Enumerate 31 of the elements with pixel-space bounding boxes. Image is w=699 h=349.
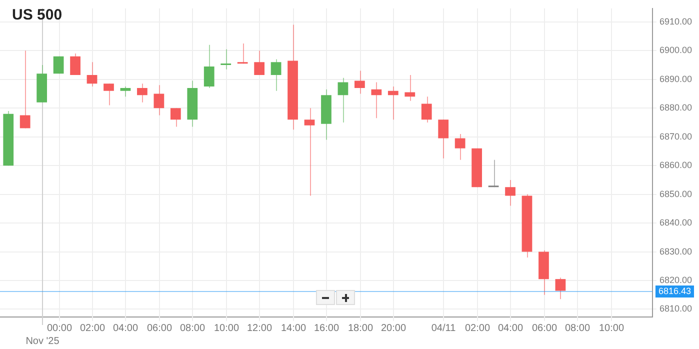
x-tick-label: 06:00 [532,322,558,334]
y-tick-label: 6820.00 [659,274,692,285]
x-tick-label: 10:00 [598,322,624,334]
x-tick-label: 08:00 [180,322,206,334]
x-tick-label: 08:00 [564,322,590,334]
x-tick-label: 10:00 [214,322,240,334]
y-tick-label: 6840.00 [659,218,692,228]
y-tick-label: 6880.00 [659,102,692,113]
y-tick-label: 6830.00 [659,246,692,256]
x-tick-label: 18:00 [348,322,374,334]
y-tick-label: 6860.00 [659,160,692,170]
y-tick-label: 6850.00 [659,188,692,199]
x-tick-label: 04:00 [112,322,138,334]
y-tick-label: 6870.00 [659,131,692,142]
x-tick-label: 06:00 [146,322,172,334]
x-tick-label: 12:00 [246,322,272,334]
y-tick-label: 6890.00 [659,74,692,84]
x-tick-label: Nov '25 [26,336,60,347]
x-tick-label: 00:00 [46,322,72,334]
chart-title: US 500 [12,6,62,24]
x-tick-label: 04:00 [498,322,524,334]
x-tick-label: 02:00 [80,322,106,334]
x-tick-label: 14:00 [280,322,306,334]
ref-line-label: 6816.43 [658,286,692,296]
y-tick-label: 6910.00 [659,16,692,26]
x-tick-label: 04/11 [431,322,456,334]
y-tick-label: 6810.00 [659,304,692,314]
x-tick-label: 20:00 [380,322,406,334]
y-tick-label: 6900.00 [659,45,692,56]
x-tick-label: 02:00 [464,322,490,334]
x-tick-label: 16:00 [314,322,340,334]
